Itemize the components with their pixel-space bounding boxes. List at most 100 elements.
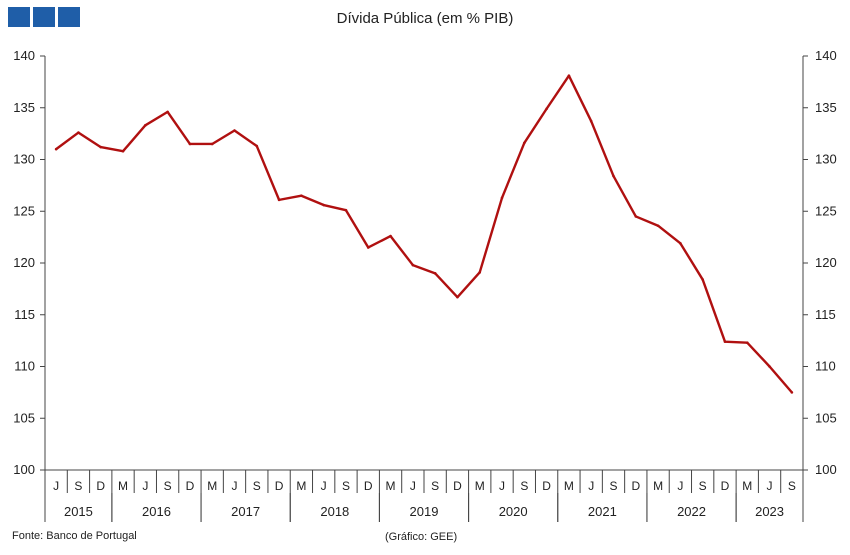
data-point — [255, 144, 259, 148]
credit-note: (Gráfico: GEE) — [385, 531, 458, 543]
data-point — [612, 174, 615, 178]
data-point — [233, 129, 236, 132]
month-label: S — [609, 479, 617, 493]
month-label: S — [164, 479, 172, 493]
month-label: J — [53, 479, 59, 493]
left-y-tick-label: 140 — [13, 48, 35, 63]
month-label: M — [742, 479, 752, 493]
right-y-tick-label: 115 — [815, 307, 836, 322]
month-label: J — [321, 479, 327, 493]
right-y-tick-label: 135 — [815, 100, 837, 115]
data-point — [567, 74, 571, 77]
month-label: J — [588, 479, 594, 493]
left-y-tick-label: 110 — [14, 359, 35, 374]
right-y-tick-label: 130 — [815, 152, 837, 167]
data-point — [523, 141, 526, 145]
left-y-tick-label: 105 — [13, 410, 35, 425]
month-label: S — [74, 479, 82, 493]
month-label: S — [699, 479, 707, 493]
data-point — [121, 149, 125, 153]
data-point — [701, 278, 704, 281]
month-label: D — [721, 479, 730, 493]
month-label: M — [386, 479, 396, 493]
data-point — [300, 194, 303, 198]
month-label: J — [410, 479, 416, 493]
chart-title: Dívida Pública (em % PIB) — [336, 10, 514, 27]
left-y-tick-label: 130 — [13, 152, 35, 167]
data-point — [679, 242, 682, 245]
data-point — [768, 365, 771, 368]
data-point — [366, 246, 370, 249]
data-point — [344, 208, 348, 212]
data-point — [589, 119, 593, 123]
data-point — [745, 341, 749, 344]
right-y-tick-label: 100 — [815, 462, 837, 477]
month-label: M — [653, 479, 663, 493]
data-point — [656, 224, 660, 228]
year-label: 2020 — [499, 504, 528, 519]
right-y-tick-label: 125 — [815, 203, 837, 218]
month-label: J — [232, 479, 238, 493]
month-label: M — [564, 479, 574, 493]
data-point — [322, 203, 325, 207]
data-point — [77, 131, 80, 134]
month-label: S — [788, 479, 796, 493]
logo-block-2 — [33, 7, 55, 27]
month-label: J — [677, 479, 683, 493]
left-y-tick-label: 120 — [13, 255, 35, 270]
month-label: D — [631, 479, 640, 493]
data-point — [723, 340, 727, 343]
data-point — [478, 271, 482, 274]
year-label: 2017 — [231, 504, 260, 519]
debt-series-line — [54, 74, 794, 394]
month-label: D — [275, 479, 284, 493]
left-y-tick-label: 125 — [13, 203, 35, 218]
month-label: D — [453, 479, 462, 493]
data-point — [500, 196, 504, 200]
right-y-tick-label: 110 — [815, 359, 836, 374]
logo-block-3 — [58, 7, 80, 27]
right-y-tick-label: 120 — [815, 255, 837, 270]
data-point — [456, 295, 459, 299]
right-y-tick-label: 140 — [815, 48, 837, 63]
month-label: M — [118, 479, 128, 493]
year-label: 2015 — [64, 504, 93, 519]
data-point — [188, 142, 192, 146]
data-point — [277, 198, 281, 202]
source-note: Fonte: Banco de Portugal — [12, 530, 137, 542]
month-label: D — [364, 479, 373, 493]
month-label: D — [96, 479, 105, 493]
month-label: D — [542, 479, 551, 493]
month-label: M — [296, 479, 306, 493]
data-point — [144, 124, 147, 127]
month-label: M — [207, 479, 217, 493]
data-point — [210, 142, 214, 146]
year-label: 2023 — [755, 504, 784, 519]
data-point — [54, 147, 58, 151]
left-y-tick-label: 135 — [13, 100, 35, 115]
logo — [8, 7, 80, 27]
month-label: S — [253, 479, 261, 493]
left-y-tick-label: 115 — [14, 307, 35, 322]
data-point — [411, 263, 415, 267]
data-point — [433, 272, 437, 275]
month-label: J — [767, 479, 773, 493]
month-label: S — [520, 479, 528, 493]
logo-block-1 — [8, 7, 30, 27]
year-label: 2018 — [320, 504, 349, 519]
year-label: 2016 — [142, 504, 171, 519]
year-label: 2021 — [588, 504, 617, 519]
month-label: S — [431, 479, 439, 493]
data-point — [545, 107, 548, 111]
data-point — [634, 215, 638, 218]
left-y-tick-label: 100 — [13, 462, 35, 477]
data-point — [166, 110, 169, 114]
month-label: D — [186, 479, 195, 493]
year-label: 2022 — [677, 504, 706, 519]
data-point — [99, 145, 103, 149]
month-label: M — [475, 479, 485, 493]
data-point — [389, 234, 392, 238]
month-label: S — [342, 479, 350, 493]
year-label: 2019 — [410, 504, 439, 519]
